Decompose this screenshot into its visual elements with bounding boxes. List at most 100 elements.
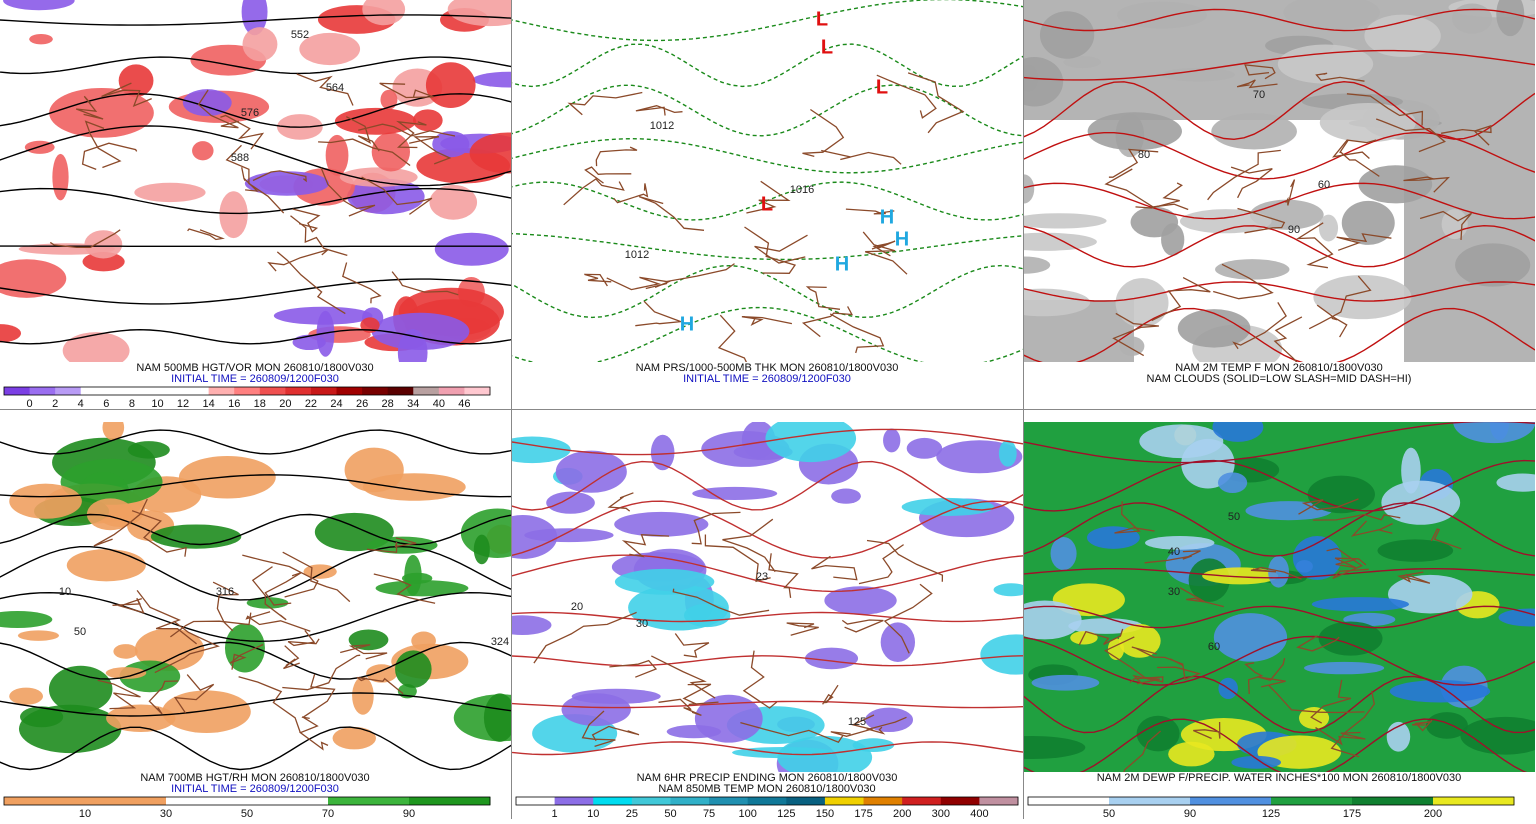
map-label: 588: [231, 152, 249, 164]
shaded-area: [1381, 481, 1460, 525]
colorbar-swatch: [328, 797, 410, 805]
shaded-area: [345, 448, 404, 493]
shaded-area: [225, 624, 265, 673]
shaded-area: [1320, 103, 1416, 142]
shaded-area: [413, 109, 443, 131]
shaded-area: [1278, 45, 1373, 84]
shaded-area: [1214, 613, 1287, 662]
colorbar-swatch: [311, 387, 337, 395]
colorbar-label: 1: [552, 808, 558, 819]
shaded-area: [1070, 631, 1097, 644]
colorbar-swatch: [166, 797, 248, 805]
shaded-area: [1117, 2, 1207, 29]
shaded-area: [1304, 662, 1384, 674]
caption: INITIAL TIME = 260809/1200F030: [171, 373, 339, 385]
colorbar-swatch: [183, 387, 209, 395]
colorbar-swatch: [1190, 797, 1272, 805]
colorbar-swatch: [132, 387, 158, 395]
map-label: H: [895, 228, 909, 250]
map-label: 324: [491, 636, 509, 648]
colorbar-label: 0: [27, 398, 33, 410]
colorbar-label: 150: [816, 808, 834, 819]
colorbar-label: 100: [739, 808, 757, 819]
caption: NAM 850MB TEMP MON 260810/1800V030: [658, 783, 875, 795]
shaded-area: [426, 62, 476, 108]
colorbar-swatch: [825, 797, 864, 805]
colorbar-label: 20: [279, 398, 291, 410]
colorbar-label: 50: [1103, 808, 1115, 819]
shaded-area: [1452, 4, 1492, 34]
colorbar-label: 28: [382, 398, 394, 410]
shaded-area: [614, 512, 708, 537]
shaded-area: [1218, 472, 1247, 493]
map-label: 80: [1138, 149, 1150, 161]
colorbar-label: 22: [305, 398, 317, 410]
shaded-area: [1455, 243, 1530, 286]
map-label: 40: [1168, 546, 1180, 558]
colorbar-label: 50: [241, 808, 253, 819]
colorbar-label: 200: [1424, 808, 1442, 819]
map-label: 1016: [790, 184, 814, 196]
map-label: H: [880, 206, 894, 228]
colorbar-swatch: [1028, 797, 1110, 805]
shaded-area: [572, 689, 661, 704]
shaded-area: [245, 171, 329, 195]
shaded-area: [29, 34, 53, 44]
colorbar-swatch: [362, 387, 388, 395]
shaded-area: [1342, 201, 1395, 245]
map-label: 50: [1228, 511, 1240, 523]
colorbar-label: 175: [854, 808, 872, 819]
colorbar-label: 12: [177, 398, 189, 410]
colorbar-label: 50: [664, 808, 676, 819]
shaded-area: [1359, 165, 1433, 203]
colorbar-swatch: [555, 797, 594, 805]
map-label: 50: [74, 626, 86, 638]
colorbar-label: 75: [703, 808, 715, 819]
colorbar-swatch: [1433, 797, 1515, 805]
map-label: H: [835, 253, 849, 275]
shaded-area: [1032, 675, 1100, 691]
colorbar-label: 25: [626, 808, 638, 819]
shaded-area: [340, 167, 418, 187]
shaded-area: [84, 230, 122, 258]
colorbar-swatch: [709, 797, 748, 805]
shaded-area: [615, 569, 714, 595]
colorbar-label: 6: [103, 398, 109, 410]
colorbar-label: 24: [330, 398, 342, 410]
colorbar-swatch: [1109, 797, 1191, 805]
shaded-area: [1426, 712, 1468, 739]
colorbar-swatch: [748, 797, 787, 805]
colorbar-label: 300: [932, 808, 950, 819]
colorbar-swatch: [234, 387, 260, 395]
map-label: 60: [1318, 179, 1330, 191]
shaded-area: [435, 233, 509, 266]
colorbar-swatch: [1271, 797, 1353, 805]
colorbar-swatch: [285, 387, 311, 395]
colorbar-label: 10: [79, 808, 91, 819]
map-label: 316: [216, 586, 234, 598]
colorbar-label: 16: [228, 398, 240, 410]
map-label: 552: [291, 29, 309, 41]
colorbar-swatch: [247, 797, 329, 805]
shaded-area: [9, 688, 43, 705]
shaded-area: [1012, 213, 1107, 228]
shaded-area: [1116, 278, 1169, 327]
shaded-area: [831, 489, 861, 504]
shaded-area: [1120, 337, 1145, 356]
caption: INITIAL TIME = 260809/1200F030: [171, 783, 339, 795]
shaded-area: [134, 183, 205, 202]
colorbar-label: 4: [78, 398, 84, 410]
colorbar-swatch: [516, 797, 555, 805]
shaded-area: [1087, 526, 1140, 549]
map-label: L: [876, 76, 888, 98]
shaded-area: [1168, 742, 1214, 767]
colorbar-label: 400: [970, 808, 988, 819]
colorbar-label: 34: [407, 398, 419, 410]
